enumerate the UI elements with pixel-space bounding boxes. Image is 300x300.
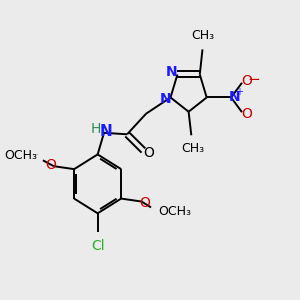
Text: O: O [143, 146, 154, 160]
Text: methoxy: methoxy [33, 154, 39, 155]
Text: O: O [242, 107, 252, 121]
Text: N: N [166, 65, 177, 79]
Text: O: O [139, 196, 150, 210]
Text: O: O [242, 74, 252, 88]
Text: −: − [248, 72, 261, 87]
Text: CH₃: CH₃ [191, 29, 214, 42]
Text: O: O [46, 158, 56, 172]
Text: Cl: Cl [91, 239, 104, 253]
Text: H: H [91, 122, 101, 136]
Text: OCH₃: OCH₃ [158, 205, 191, 218]
Text: OCH₃: OCH₃ [4, 149, 38, 162]
Text: N: N [160, 92, 172, 106]
Text: +: + [235, 87, 243, 97]
Text: N: N [100, 124, 112, 139]
Text: CH₃: CH₃ [181, 142, 204, 155]
Text: N: N [229, 90, 240, 104]
